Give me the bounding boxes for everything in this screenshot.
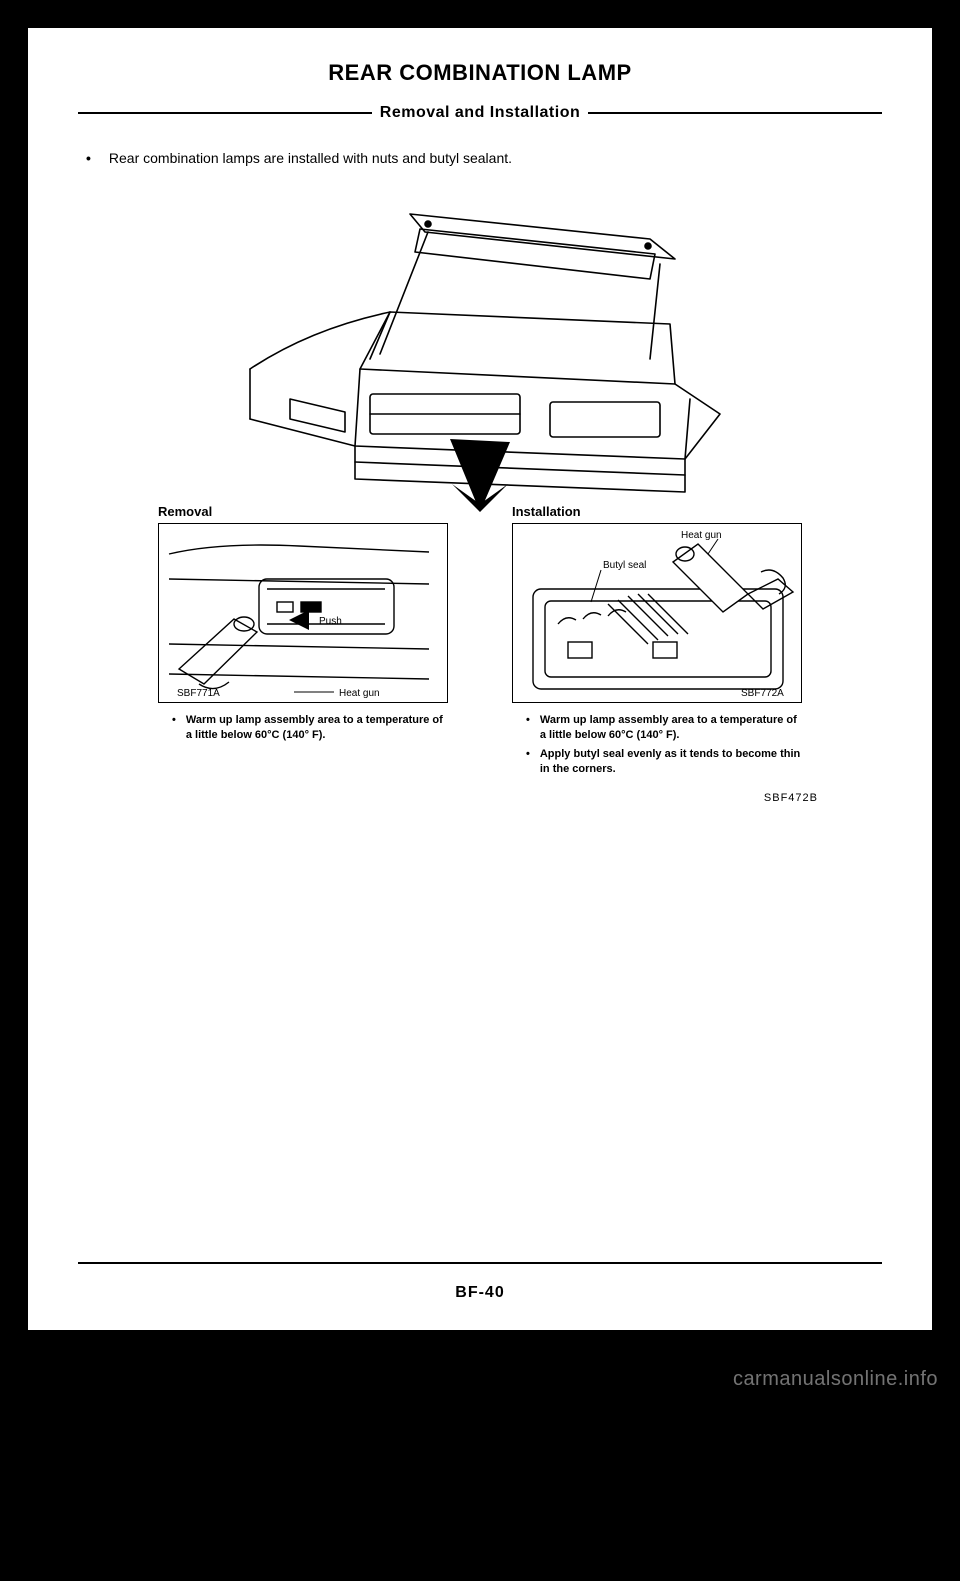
bullet-icon: • [86,150,91,166]
rule-left [78,112,372,114]
removal-panel: Removal [158,504,448,780]
subtitle-row: Removal and Installation [78,104,882,122]
butyl-label: Butyl seal [603,560,646,571]
bullet-icon: • [526,747,530,777]
bullet-icon: • [172,713,176,743]
push-label: Push [319,616,342,627]
bullet-icon: • [526,713,530,743]
intro-sentence: Rear combination lamps are installed wit… [109,150,512,166]
heatgun-label-removal: Heat gun [339,688,380,699]
removal-code: SBF771A [177,688,220,699]
installation-panel: Installation [512,504,802,780]
figure-code: SBF472B [764,792,818,804]
heatgun-label-install: Heat gun [681,530,722,541]
note-text: Apply butyl seal evenly as it tends to b… [540,747,802,777]
figure-code-row: SBF472B [78,792,882,804]
note-text: Warm up lamp assembly area to a temperat… [540,713,802,743]
page-title: REAR COMBINATION LAMP [78,60,882,86]
section-subtitle: Removal and Installation [376,104,584,122]
black-footer: carmanualsonline.info [0,1330,960,1581]
page-number: BF-40 [78,1284,882,1310]
intro-text: • Rear combination lamps are installed w… [78,150,882,166]
watermark: carmanualsonline.info [733,1368,938,1391]
installation-notes: • Warm up lamp assembly area to a temper… [512,713,802,776]
bottom-rule [78,1262,882,1264]
installation-figure: Heat gun Butyl seal SBF772A [512,523,802,703]
installation-code: SBF772A [741,688,784,699]
procedure-panels: Removal [78,504,882,780]
rule-right [588,112,882,114]
removal-figure: Push Heat gun SBF771A [158,523,448,703]
removal-note-1: • Warm up lamp assembly area to a temper… [172,713,448,743]
manual-page: REAR COMBINATION LAMP Removal and Instal… [28,28,932,1330]
note-text: Warm up lamp assembly area to a temperat… [186,713,448,743]
installation-note-2: • Apply butyl seal evenly as it tends to… [526,747,802,777]
main-illustration [78,184,882,514]
installation-note-1: • Warm up lamp assembly area to a temper… [526,713,802,743]
installation-title: Installation [512,504,802,519]
removal-title: Removal [158,504,448,519]
removal-notes: • Warm up lamp assembly area to a temper… [158,713,448,743]
